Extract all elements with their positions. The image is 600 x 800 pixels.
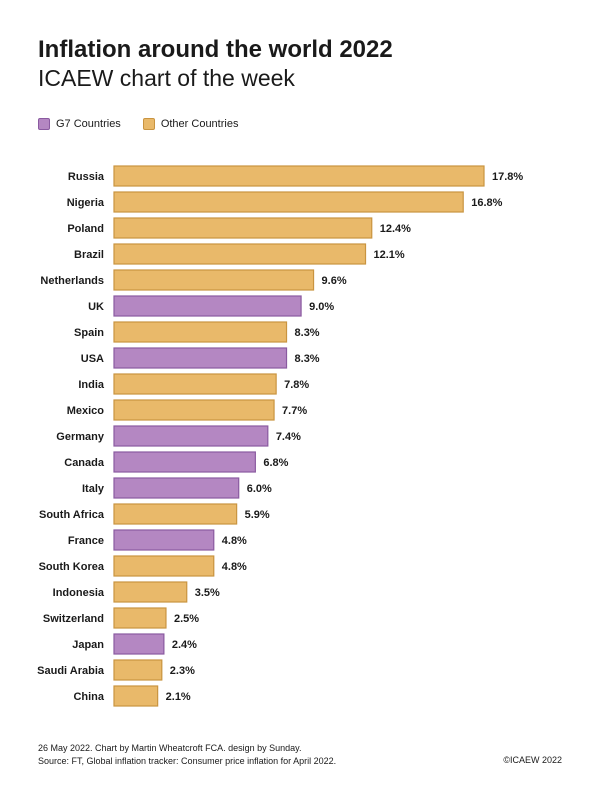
bar xyxy=(113,425,269,447)
bar xyxy=(113,399,275,421)
bar xyxy=(113,607,167,629)
category-label: Saudi Arabia xyxy=(37,665,105,677)
bar xyxy=(113,685,159,707)
value-label: 3.5% xyxy=(195,587,220,599)
footer-source: Source: FT, Global inflation tracker: Co… xyxy=(38,756,337,766)
category-label: Indonesia xyxy=(53,587,105,599)
legend-item-other: Other Countries xyxy=(142,118,239,130)
category-label: France xyxy=(68,535,104,547)
bar xyxy=(113,503,238,525)
bar xyxy=(113,477,240,499)
category-label: UK xyxy=(88,301,104,313)
category-label: Poland xyxy=(67,223,104,235)
category-label: Spain xyxy=(74,327,104,339)
footer-date-credit: 26 May 2022. Chart by Martin Wheatcroft … xyxy=(38,743,302,753)
copyright: ©ICAEW 2022 xyxy=(503,755,562,765)
category-label: Nigeria xyxy=(67,197,105,209)
value-label: 8.3% xyxy=(295,353,320,365)
value-label: 9.0% xyxy=(309,301,334,313)
category-label: Japan xyxy=(72,639,104,651)
value-label: 12.4% xyxy=(380,223,411,235)
value-label: 2.3% xyxy=(170,665,195,677)
legend-item-g7: G7 Countries xyxy=(38,118,121,130)
value-label: 6.8% xyxy=(263,457,288,469)
category-label: South Africa xyxy=(39,509,105,521)
chart-subtitle: ICAEW chart of the week xyxy=(38,65,295,91)
value-label: 2.1% xyxy=(166,691,191,703)
value-label: 12.1% xyxy=(374,249,405,261)
bar xyxy=(113,555,215,577)
footer: 26 May 2022. Chart by Martin Wheatcroft … xyxy=(38,742,336,768)
bar xyxy=(113,581,188,603)
value-label: 5.9% xyxy=(245,509,270,521)
bar xyxy=(113,243,367,265)
value-label: 8.3% xyxy=(295,327,320,339)
bar xyxy=(113,165,485,187)
category-label: Russia xyxy=(68,171,105,183)
bar xyxy=(113,347,288,369)
category-label: USA xyxy=(81,353,104,365)
bar xyxy=(113,529,215,551)
value-label: 7.7% xyxy=(282,405,307,417)
bar xyxy=(113,269,315,291)
category-label: Mexico xyxy=(67,405,105,417)
legend-label-g7: G7 Countries xyxy=(56,118,121,130)
category-label: Netherlands xyxy=(40,275,104,287)
bar xyxy=(113,659,163,681)
value-label: 9.6% xyxy=(322,275,347,287)
category-label: Switzerland xyxy=(43,613,104,625)
category-label: Canada xyxy=(64,457,105,469)
category-label: South Korea xyxy=(39,561,105,573)
value-label: 2.4% xyxy=(172,639,197,651)
bar xyxy=(113,321,288,343)
bar xyxy=(113,633,165,655)
value-label: 6.0% xyxy=(247,483,272,495)
value-label: 7.4% xyxy=(276,431,301,443)
category-label: Germany xyxy=(56,431,105,443)
bar xyxy=(113,191,464,213)
legend-swatch-other xyxy=(142,118,155,130)
value-label: 4.8% xyxy=(222,561,247,573)
category-label: Italy xyxy=(82,483,105,495)
bar xyxy=(113,217,373,239)
value-label: 17.8% xyxy=(492,171,523,183)
value-label: 4.8% xyxy=(222,535,247,547)
value-label: 16.8% xyxy=(471,197,502,209)
chart-title: Inflation around the world 2022 xyxy=(38,36,393,63)
legend-label-other: Other Countries xyxy=(160,118,239,130)
value-label: 7.8% xyxy=(284,379,309,391)
category-label: Brazil xyxy=(74,249,104,261)
bar-chart: Russia 17.8% Nigeria 16.8% Poland 12.4% Brazil… xyxy=(37,165,523,707)
category-label: China xyxy=(73,691,104,703)
category-label: India xyxy=(78,379,105,391)
bar xyxy=(113,451,256,473)
legend-swatch-g7 xyxy=(38,118,50,130)
bar xyxy=(113,373,277,395)
legend: G7 Countries Other Countries xyxy=(38,118,260,130)
value-label: 2.5% xyxy=(174,613,199,625)
bar xyxy=(113,295,302,317)
